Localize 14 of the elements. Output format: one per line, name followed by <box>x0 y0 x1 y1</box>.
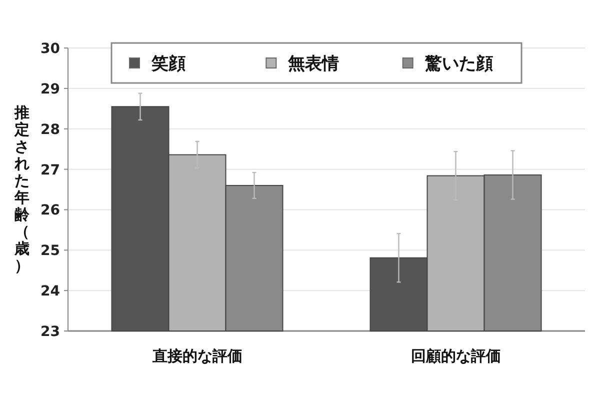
y-tick-label: 30 <box>40 41 60 57</box>
y-tick-label: 24 <box>40 284 60 300</box>
text: 推定された年齢（歳） <box>14 104 30 274</box>
y-tick-label: 29 <box>40 81 60 98</box>
legend-label: 笑顔 <box>150 54 186 74</box>
y-tick-label: 26 <box>40 202 60 219</box>
x-tick-label: 回顧的な評価 <box>410 347 501 365</box>
x-tick-label: 直接的な評価 <box>151 347 242 365</box>
legend-label: 無表情 <box>287 54 340 74</box>
y-tick-label: 28 <box>40 122 60 138</box>
legend-label: 驚いた顔 <box>424 54 493 74</box>
y-tick-label: 25 <box>40 243 60 260</box>
y-tick-label: 23 <box>40 324 60 340</box>
y-tick-label: 27 <box>40 162 60 178</box>
